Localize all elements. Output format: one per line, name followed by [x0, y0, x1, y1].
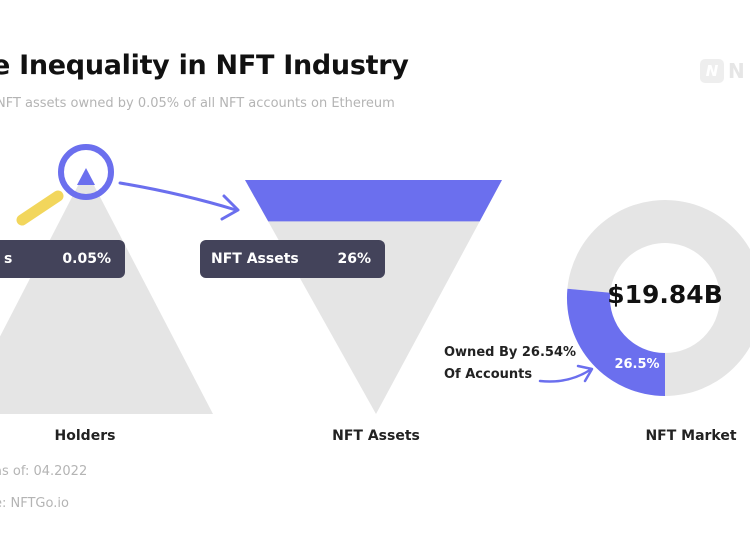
nftgo-logo: N N: [700, 56, 750, 86]
holders-tip-marker: [77, 168, 95, 185]
donut-slice-label: 26.5%: [614, 357, 660, 372]
market-caption: NFT Market: [645, 428, 737, 444]
donut-rest-segment: [567, 200, 750, 396]
footer-date: as of: 04.2022: [0, 464, 88, 479]
chart-subtitle: NFT assets owned by 0.05% of all NFT acc…: [0, 96, 395, 111]
logo-mark-icon: N: [700, 59, 724, 83]
holders-pill-label: s: [4, 251, 13, 267]
magnifying-glass-icon: [16, 144, 114, 226]
chart-title: e Inequality in NFT Industry: [0, 50, 409, 81]
assets-value-pill: NFT Assets 26%: [200, 240, 385, 278]
holders-caption: Holders: [54, 428, 116, 444]
assets-pill-label: NFT Assets: [211, 251, 299, 267]
donut-highlight-segment: [566, 288, 665, 396]
footer-source: e: NFTGo.io: [0, 496, 69, 511]
donut-center-value: $19.84B: [607, 280, 723, 309]
holders-triangle: [0, 170, 213, 414]
holders-pill-value: 0.05%: [62, 251, 111, 267]
assets-highlight-band: [245, 180, 502, 222]
holders-value-pill: s 0.05%: [0, 240, 125, 278]
logo-text: N: [728, 59, 745, 83]
assets-caption: NFT Assets: [332, 428, 420, 444]
assets-triangle: [245, 180, 502, 414]
curved-arrow-icon: [118, 181, 240, 221]
donut-annotation: Owned By 26.54% Of Accounts: [444, 342, 576, 386]
nft-market-donut: [566, 200, 750, 396]
assets-pill-value: 26%: [337, 251, 371, 267]
annotation-line-1: Owned By 26.54%: [444, 345, 577, 360]
annotation-line-2: Of Accounts: [444, 367, 533, 382]
annotation-arrow-icon: [538, 364, 594, 383]
